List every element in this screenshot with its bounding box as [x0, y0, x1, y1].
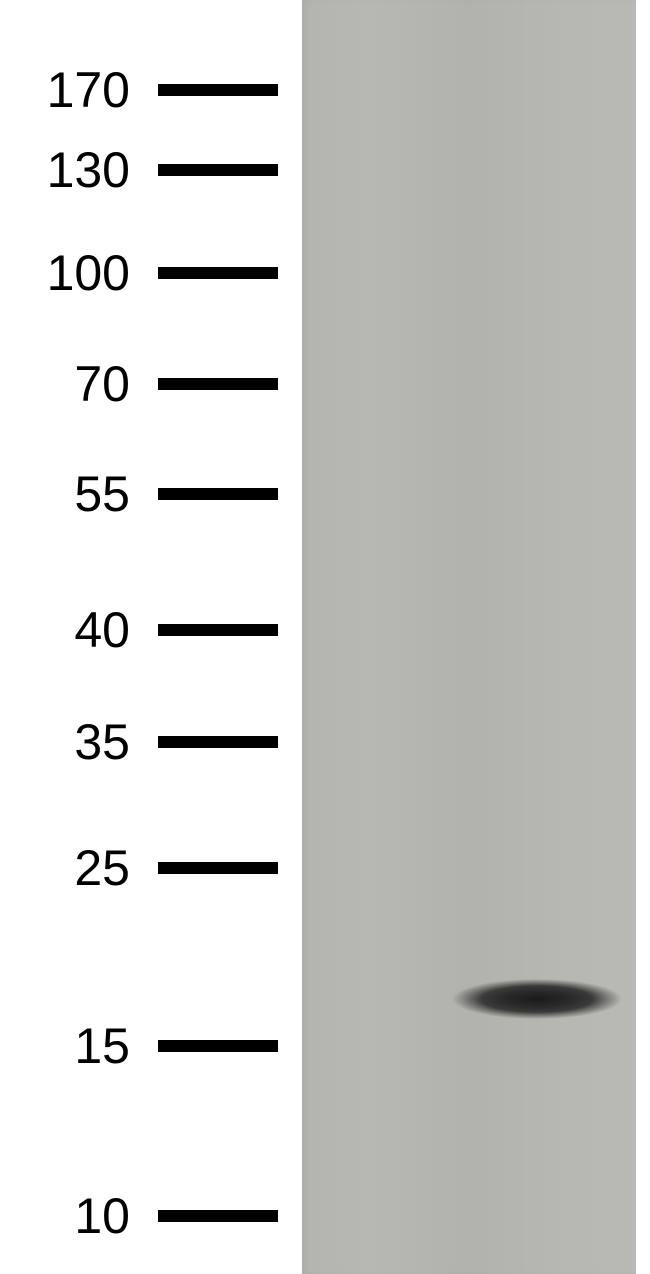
ladder-marker-25: 25 [0, 839, 302, 897]
blot-membrane [302, 0, 636, 1274]
ladder-marker-70: 70 [0, 355, 302, 413]
ladder-marker-170: 170 [0, 61, 302, 119]
ladder-marker-55: 55 [0, 465, 302, 523]
ladder-tick [158, 862, 278, 874]
ladder-tick [158, 624, 278, 636]
ladder-label: 15 [0, 1017, 130, 1075]
ladder-tick [158, 1040, 278, 1052]
ladder-marker-10: 10 [0, 1187, 302, 1245]
ladder-tick [158, 488, 278, 500]
ladder-tick [158, 267, 278, 279]
ladder-tick [158, 736, 278, 748]
ladder-marker-35: 35 [0, 713, 302, 771]
ladder-label: 130 [0, 141, 130, 199]
ladder-label: 35 [0, 713, 130, 771]
ladder-tick [158, 378, 278, 390]
ladder-label: 55 [0, 465, 130, 523]
ladder-tick [158, 1210, 278, 1222]
ladder-marker-130: 130 [0, 141, 302, 199]
ladder-label: 70 [0, 355, 130, 413]
ladder-marker-40: 40 [0, 601, 302, 659]
ladder-marker-15: 15 [0, 1017, 302, 1075]
western-blot-figure: 170 130 100 70 55 40 35 25 15 10 [0, 0, 650, 1274]
ladder-label: 100 [0, 244, 130, 302]
ladder-tick [158, 84, 278, 96]
ladder-label: 170 [0, 61, 130, 119]
ladder-tick [158, 164, 278, 176]
ladder-label: 10 [0, 1187, 130, 1245]
ladder-label: 25 [0, 839, 130, 897]
molecular-weight-ladder: 170 130 100 70 55 40 35 25 15 10 [0, 0, 302, 1274]
ladder-marker-100: 100 [0, 244, 302, 302]
ladder-label: 40 [0, 601, 130, 659]
protein-band [452, 978, 622, 1020]
